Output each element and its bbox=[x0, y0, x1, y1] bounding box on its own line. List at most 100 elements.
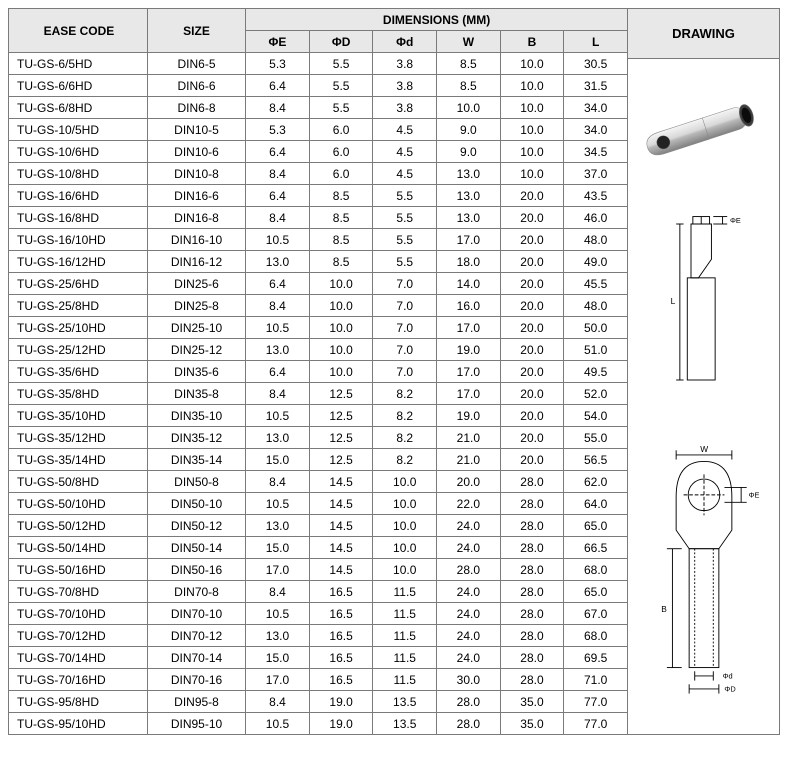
cell-d: 5.5 bbox=[373, 251, 437, 273]
cell-w: 28.0 bbox=[437, 713, 501, 735]
cell-e: 5.3 bbox=[246, 53, 310, 75]
table-row: TU-GS-25/12HDDIN25-1213.010.07.019.020.0… bbox=[9, 339, 628, 361]
cell-code: TU-GS-16/6HD bbox=[9, 185, 148, 207]
cell-b: 20.0 bbox=[500, 185, 564, 207]
cell-D: 10.0 bbox=[309, 295, 373, 317]
cell-w: 28.0 bbox=[437, 691, 501, 713]
cell-e: 13.0 bbox=[246, 251, 310, 273]
cell-d: 7.0 bbox=[373, 339, 437, 361]
cell-w: 24.0 bbox=[437, 647, 501, 669]
cell-l: 34.0 bbox=[564, 97, 628, 119]
cell-e: 8.4 bbox=[246, 207, 310, 229]
cell-l: 69.5 bbox=[564, 647, 628, 669]
cell-d: 10.0 bbox=[373, 471, 437, 493]
cell-code: TU-GS-50/8HD bbox=[9, 471, 148, 493]
cell-size: DIN16-12 bbox=[147, 251, 245, 273]
cell-code: TU-GS-35/14HD bbox=[9, 449, 148, 471]
cell-D: 8.5 bbox=[309, 185, 373, 207]
cell-code: TU-GS-35/6HD bbox=[9, 361, 148, 383]
cell-b: 20.0 bbox=[500, 229, 564, 251]
cell-l: 54.0 bbox=[564, 405, 628, 427]
cell-l: 31.5 bbox=[564, 75, 628, 97]
label-D: ΦD bbox=[724, 685, 735, 694]
drawing-panel: DRAWING bbox=[628, 8, 780, 735]
cell-d: 4.5 bbox=[373, 119, 437, 141]
cell-d: 5.5 bbox=[373, 229, 437, 251]
cell-e: 8.4 bbox=[246, 383, 310, 405]
cell-D: 14.5 bbox=[309, 537, 373, 559]
cell-d: 10.0 bbox=[373, 559, 437, 581]
cell-D: 10.0 bbox=[309, 317, 373, 339]
table-row: TU-GS-50/12HDDIN50-1213.014.510.024.028.… bbox=[9, 515, 628, 537]
cell-d: 4.5 bbox=[373, 141, 437, 163]
cell-e: 8.4 bbox=[246, 691, 310, 713]
cell-l: 65.0 bbox=[564, 515, 628, 537]
cell-b: 28.0 bbox=[500, 515, 564, 537]
cell-b: 10.0 bbox=[500, 163, 564, 185]
cell-e: 6.4 bbox=[246, 273, 310, 295]
cell-b: 20.0 bbox=[500, 361, 564, 383]
cell-e: 15.0 bbox=[246, 449, 310, 471]
cell-w: 13.0 bbox=[437, 185, 501, 207]
cell-e: 8.4 bbox=[246, 97, 310, 119]
cell-size: DIN25-12 bbox=[147, 339, 245, 361]
cell-e: 13.0 bbox=[246, 339, 310, 361]
cell-size: DIN6-5 bbox=[147, 53, 245, 75]
cell-d: 13.5 bbox=[373, 691, 437, 713]
cell-D: 16.5 bbox=[309, 581, 373, 603]
label-b: B bbox=[661, 604, 667, 614]
cell-D: 16.5 bbox=[309, 603, 373, 625]
cell-w: 24.0 bbox=[437, 581, 501, 603]
cell-e: 8.4 bbox=[246, 163, 310, 185]
label-w: W bbox=[700, 445, 708, 455]
lug-render-icon bbox=[639, 92, 769, 166]
cell-w: 17.0 bbox=[437, 383, 501, 405]
cell-code: TU-GS-95/8HD bbox=[9, 691, 148, 713]
cell-b: 28.0 bbox=[500, 559, 564, 581]
cell-code: TU-GS-50/12HD bbox=[9, 515, 148, 537]
cell-code: TU-GS-25/8HD bbox=[9, 295, 148, 317]
table-row: TU-GS-6/6HDDIN6-66.45.53.88.510.031.5 bbox=[9, 75, 628, 97]
cell-e: 8.4 bbox=[246, 471, 310, 493]
table-row: TU-GS-10/8HDDIN10-88.46.04.513.010.037.0 bbox=[9, 163, 628, 185]
cell-w: 14.0 bbox=[437, 273, 501, 295]
cell-size: DIN6-8 bbox=[147, 97, 245, 119]
cell-size: DIN95-10 bbox=[147, 713, 245, 735]
label-e: ΦE bbox=[729, 216, 740, 225]
label-e2: ΦE bbox=[748, 491, 759, 500]
cell-w: 22.0 bbox=[437, 493, 501, 515]
cell-size: DIN35-10 bbox=[147, 405, 245, 427]
cell-e: 6.4 bbox=[246, 185, 310, 207]
cell-d: 11.5 bbox=[373, 625, 437, 647]
cell-size: DIN35-14 bbox=[147, 449, 245, 471]
cell-D: 12.5 bbox=[309, 405, 373, 427]
cell-D: 6.0 bbox=[309, 119, 373, 141]
cell-e: 5.3 bbox=[246, 119, 310, 141]
cell-d: 3.8 bbox=[373, 97, 437, 119]
cell-D: 12.5 bbox=[309, 449, 373, 471]
cell-size: DIN25-10 bbox=[147, 317, 245, 339]
cell-code: TU-GS-16/8HD bbox=[9, 207, 148, 229]
table-row: TU-GS-70/10HDDIN70-1010.516.511.524.028.… bbox=[9, 603, 628, 625]
cell-d: 8.2 bbox=[373, 405, 437, 427]
cell-code: TU-GS-70/10HD bbox=[9, 603, 148, 625]
cell-l: 77.0 bbox=[564, 713, 628, 735]
cell-code: TU-GS-25/10HD bbox=[9, 317, 148, 339]
cell-b: 20.0 bbox=[500, 427, 564, 449]
cell-D: 6.0 bbox=[309, 141, 373, 163]
cell-code: TU-GS-10/8HD bbox=[9, 163, 148, 185]
cell-l: 30.5 bbox=[564, 53, 628, 75]
cell-size: DIN10-5 bbox=[147, 119, 245, 141]
table-row: TU-GS-6/5HDDIN6-55.35.53.88.510.030.5 bbox=[9, 53, 628, 75]
table-row: TU-GS-25/10HDDIN25-1010.510.07.017.020.0… bbox=[9, 317, 628, 339]
cell-D: 8.5 bbox=[309, 251, 373, 273]
cell-b: 28.0 bbox=[500, 537, 564, 559]
cell-e: 10.5 bbox=[246, 317, 310, 339]
cell-D: 12.5 bbox=[309, 383, 373, 405]
cell-l: 65.0 bbox=[564, 581, 628, 603]
cell-w: 24.0 bbox=[437, 603, 501, 625]
table-row: TU-GS-16/10HDDIN16-1010.58.55.517.020.04… bbox=[9, 229, 628, 251]
cell-size: DIN16-10 bbox=[147, 229, 245, 251]
cell-d: 10.0 bbox=[373, 493, 437, 515]
cell-size: DIN50-8 bbox=[147, 471, 245, 493]
